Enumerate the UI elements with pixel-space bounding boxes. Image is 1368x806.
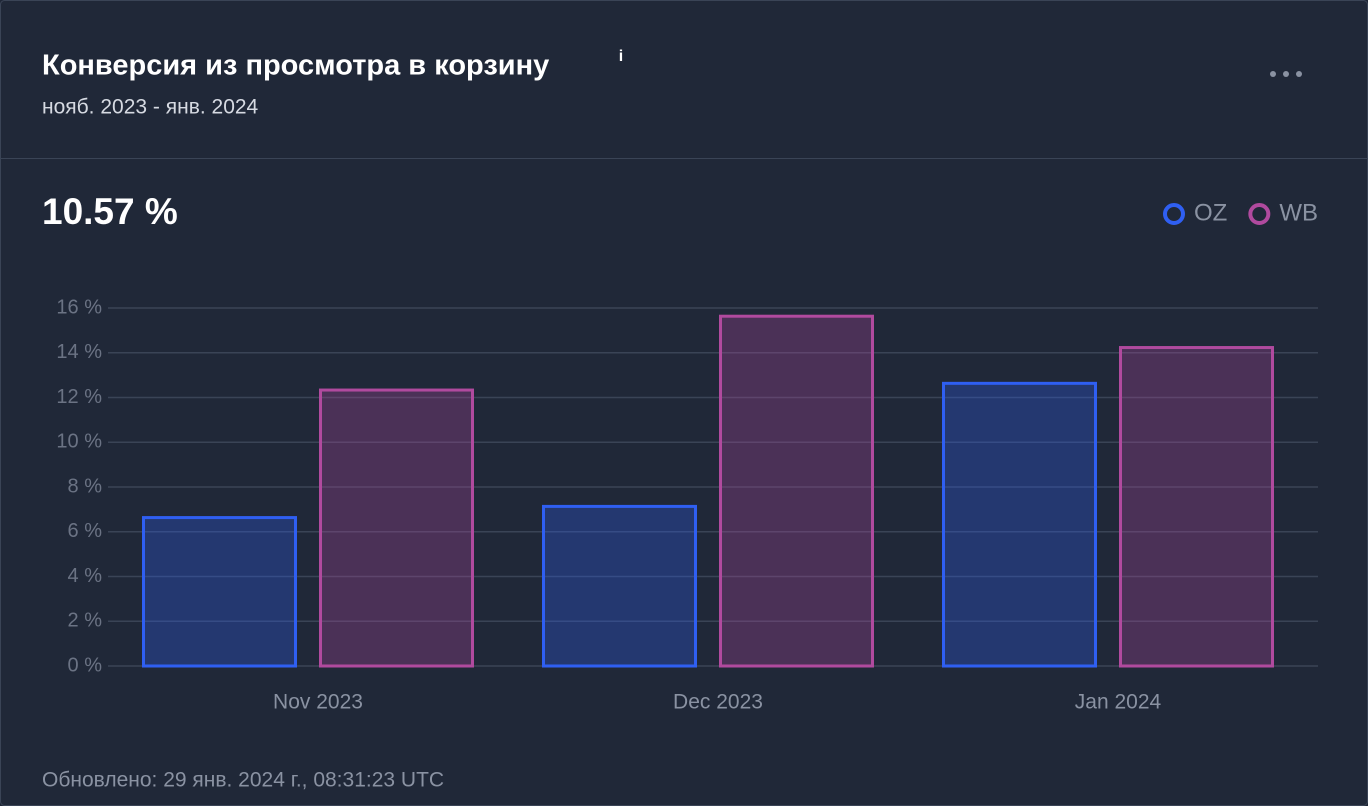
menu-dot[interactable] [1270, 71, 1276, 77]
summary-value: 10.57 % [42, 191, 178, 232]
info-icon[interactable]: i [619, 48, 623, 65]
menu-dot[interactable] [1296, 71, 1302, 77]
footer: Обновлено: 29 янв. 2024 г., 08:31:23 UTC [42, 769, 444, 792]
bar[interactable] [142, 516, 297, 668]
y-tick-label: 6 % [68, 520, 103, 542]
y-tick-label: 2 % [68, 610, 103, 632]
menu-dot[interactable] [1283, 71, 1289, 77]
legend-marker[interactable] [1248, 203, 1271, 225]
x-tick-label: Nov 2023 [273, 691, 363, 714]
y-tick-label: 4 % [68, 565, 103, 587]
bar[interactable] [319, 388, 474, 668]
y-tick-label: 10 % [56, 431, 102, 453]
y-tick-label: 0 % [68, 654, 103, 676]
bar[interactable] [1119, 346, 1274, 668]
x-tick-label: Dec 2023 [673, 691, 763, 714]
legend-label[interactable]: OZ [1194, 199, 1227, 226]
x-tick-label: Jan 2024 [1075, 691, 1162, 714]
bar[interactable] [542, 504, 697, 668]
bar[interactable] [942, 381, 1097, 668]
legend-marker[interactable] [1163, 203, 1185, 225]
bar[interactable] [719, 314, 874, 668]
menu-button[interactable] [1270, 71, 1302, 77]
y-tick-label: 14 % [56, 341, 102, 363]
subtitle: нояб. 2023 - янв. 2024 [42, 96, 259, 119]
info-glyph[interactable]: i [619, 48, 623, 65]
y-tick-label: 16 % [56, 296, 102, 318]
legend-label[interactable]: WB [1279, 199, 1318, 226]
title: Конверсия из просмотра в корзину [42, 50, 549, 82]
y-tick-label: 12 % [56, 386, 102, 408]
y-tick-label: 8 % [68, 475, 103, 497]
